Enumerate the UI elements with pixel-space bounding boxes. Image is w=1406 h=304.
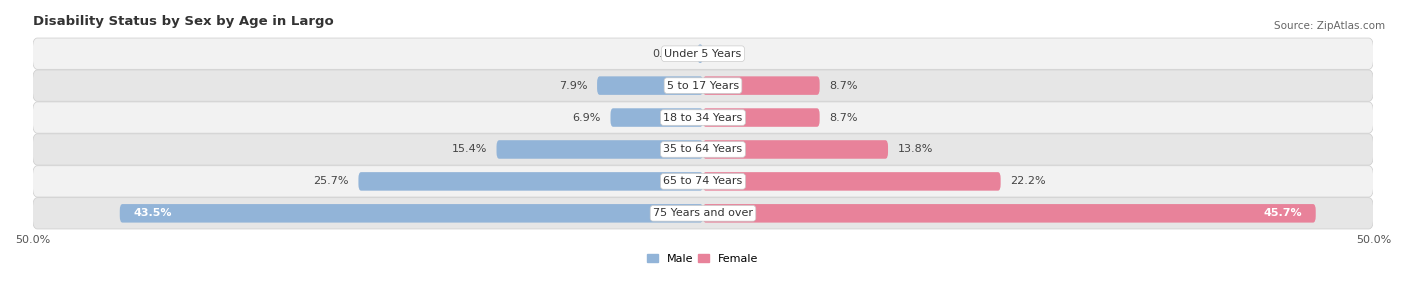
FancyBboxPatch shape — [359, 172, 703, 191]
Text: 65 to 74 Years: 65 to 74 Years — [664, 176, 742, 186]
FancyBboxPatch shape — [610, 108, 703, 127]
FancyBboxPatch shape — [32, 166, 1374, 197]
Text: 45.7%: 45.7% — [1264, 208, 1302, 218]
FancyBboxPatch shape — [32, 198, 1374, 229]
Text: 35 to 64 Years: 35 to 64 Years — [664, 144, 742, 154]
FancyBboxPatch shape — [32, 102, 1374, 133]
FancyBboxPatch shape — [703, 76, 820, 95]
FancyBboxPatch shape — [32, 70, 1374, 101]
FancyBboxPatch shape — [697, 44, 703, 63]
FancyBboxPatch shape — [120, 204, 703, 223]
FancyBboxPatch shape — [703, 108, 820, 127]
Text: 0.42%: 0.42% — [652, 49, 688, 59]
Text: 25.7%: 25.7% — [314, 176, 349, 186]
Text: 13.8%: 13.8% — [897, 144, 932, 154]
Text: 6.9%: 6.9% — [572, 112, 602, 123]
Text: 0.0%: 0.0% — [713, 49, 741, 59]
Text: 75 Years and over: 75 Years and over — [652, 208, 754, 218]
FancyBboxPatch shape — [703, 140, 889, 159]
Text: 18 to 34 Years: 18 to 34 Years — [664, 112, 742, 123]
Text: 22.2%: 22.2% — [1010, 176, 1046, 186]
Text: 8.7%: 8.7% — [830, 81, 858, 91]
Text: 15.4%: 15.4% — [451, 144, 486, 154]
FancyBboxPatch shape — [32, 38, 1374, 69]
Text: Source: ZipAtlas.com: Source: ZipAtlas.com — [1274, 21, 1385, 31]
Text: Under 5 Years: Under 5 Years — [665, 49, 741, 59]
Text: 43.5%: 43.5% — [134, 208, 172, 218]
Text: 7.9%: 7.9% — [560, 81, 588, 91]
FancyBboxPatch shape — [496, 140, 703, 159]
Text: 5 to 17 Years: 5 to 17 Years — [666, 81, 740, 91]
Text: Disability Status by Sex by Age in Largo: Disability Status by Sex by Age in Largo — [32, 15, 333, 28]
FancyBboxPatch shape — [598, 76, 703, 95]
FancyBboxPatch shape — [703, 172, 1001, 191]
FancyBboxPatch shape — [32, 134, 1374, 165]
Legend: Male, Female: Male, Female — [643, 249, 763, 268]
Text: 8.7%: 8.7% — [830, 112, 858, 123]
FancyBboxPatch shape — [703, 204, 1316, 223]
